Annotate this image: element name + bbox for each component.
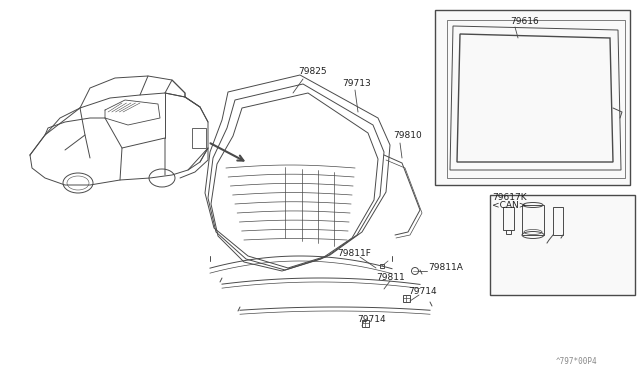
Text: 79810: 79810 (393, 131, 422, 141)
Text: 79617K: 79617K (492, 192, 527, 202)
Bar (522, 205, 544, 235)
Text: 79811F: 79811F (337, 248, 371, 257)
Bar (506, 230, 511, 234)
Bar (503, 207, 514, 230)
Text: 79714: 79714 (357, 314, 386, 324)
Bar (490, 195, 635, 295)
Text: <CAN>: <CAN> (492, 201, 526, 209)
Polygon shape (447, 20, 625, 178)
Text: 79811: 79811 (376, 273, 404, 282)
Text: 79713: 79713 (342, 78, 371, 87)
Text: 79825: 79825 (298, 67, 326, 77)
Bar (192, 128, 206, 148)
Bar (553, 207, 563, 235)
Bar (435, 10, 630, 185)
Text: 79616: 79616 (510, 17, 539, 26)
Text: 79811A: 79811A (428, 263, 463, 272)
Text: 79714: 79714 (408, 286, 436, 295)
Text: ^797*00P4: ^797*00P4 (556, 357, 598, 366)
